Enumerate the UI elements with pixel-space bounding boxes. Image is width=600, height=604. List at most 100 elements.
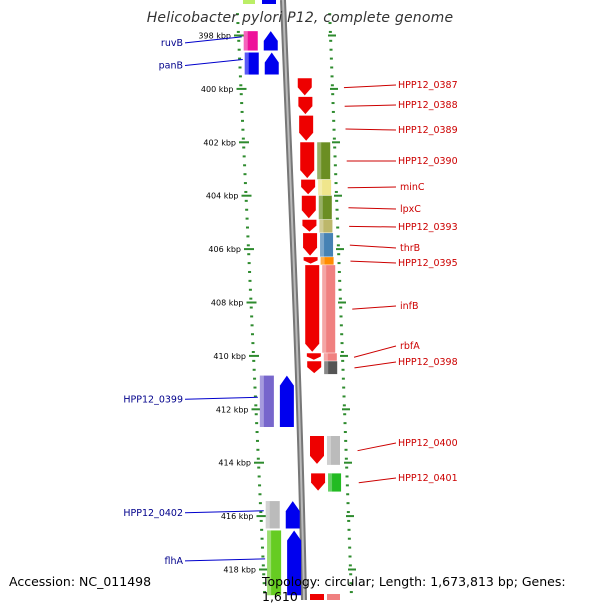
ruler-dot-left bbox=[252, 360, 255, 362]
ruler-dot-right bbox=[333, 138, 336, 140]
ruler-dot-right bbox=[335, 191, 338, 193]
ruler-dot-left bbox=[248, 280, 251, 282]
gene-leader-left bbox=[185, 60, 243, 66]
gene-label-HPP12_0388: HPP12_0388 bbox=[398, 100, 458, 111]
gene-label-HPP12_0400: HPP12_0400 bbox=[398, 438, 458, 449]
ruler-dot-right bbox=[340, 315, 343, 317]
ruler-dot-right bbox=[334, 164, 337, 166]
ruler-dot-left bbox=[242, 138, 245, 140]
ruler-dot-right bbox=[344, 440, 347, 442]
ruler-dot-right bbox=[345, 458, 348, 460]
gene-track-shade bbox=[321, 257, 325, 265]
ruler-dot-right bbox=[342, 378, 345, 380]
ruler-dot-left bbox=[258, 475, 261, 477]
ruler-dot-right bbox=[338, 271, 341, 273]
gene-track-shade bbox=[327, 436, 331, 465]
ruler-dot-left bbox=[258, 484, 261, 486]
ruler-dot-left bbox=[248, 262, 251, 264]
ruler-dot-left bbox=[250, 307, 253, 309]
ruler-dot-left bbox=[254, 404, 257, 406]
gene-leader-right bbox=[349, 226, 396, 227]
gene-leader-right bbox=[352, 306, 396, 309]
ruler-dot-right bbox=[333, 129, 336, 131]
gene-leader-right bbox=[359, 478, 396, 483]
ruler-dot-left bbox=[255, 422, 258, 424]
ruler-dot-right bbox=[338, 280, 341, 282]
gene-arrow-minus bbox=[305, 265, 319, 352]
tick-label: 408 kbp bbox=[211, 299, 244, 308]
ruler-dot-right bbox=[341, 360, 344, 362]
ruler-dot-left bbox=[253, 387, 256, 389]
ruler-dot-left bbox=[246, 227, 249, 229]
ruler-dot-left bbox=[240, 102, 243, 104]
ruler-dot-left bbox=[243, 173, 246, 175]
ruler-dot-left bbox=[239, 84, 242, 86]
gene-leader-right bbox=[345, 105, 396, 106]
gene-leader-right bbox=[344, 85, 396, 88]
gene-leader-right bbox=[350, 261, 396, 263]
ruler-dot-right bbox=[336, 218, 339, 220]
ruler-dot-left bbox=[246, 235, 249, 237]
ruler-dot-right bbox=[347, 511, 350, 513]
ruler-dot-right bbox=[332, 120, 335, 122]
ruler-dot-left bbox=[251, 342, 254, 344]
accession-label: Accession: NC_011498 bbox=[9, 574, 151, 589]
ruler-dot-right bbox=[348, 547, 351, 549]
ruler-dot-right bbox=[343, 413, 346, 415]
ruler-dot-right bbox=[345, 467, 348, 469]
ruler-dot-left bbox=[260, 529, 263, 531]
gene-leader-left bbox=[185, 559, 265, 561]
gene-label-HPP12_0402: HPP12_0402 bbox=[123, 508, 183, 519]
ruler-dot-right bbox=[342, 369, 345, 371]
ruler-dot-right bbox=[340, 324, 343, 326]
gene-arrow-plus bbox=[262, 0, 276, 4]
ruler-dot-left bbox=[256, 431, 259, 433]
ruler-dot-right bbox=[347, 520, 350, 522]
tick-label: 400 kbp bbox=[201, 85, 234, 94]
ruler-dot-left bbox=[238, 66, 241, 68]
gene-leader-right bbox=[346, 129, 397, 130]
gene-track-shade bbox=[244, 31, 248, 50]
ruler-dot-right bbox=[336, 227, 339, 229]
gene-leader-right bbox=[354, 346, 396, 357]
gene-label-infB: infB bbox=[400, 301, 419, 312]
ruler-dot-right bbox=[336, 209, 339, 211]
ruler-dot-left bbox=[256, 440, 259, 442]
ruler-dot-left bbox=[245, 209, 248, 211]
ruler-dot-right bbox=[335, 182, 338, 184]
ruler-dot-left bbox=[256, 449, 259, 451]
ruler-dot-left bbox=[237, 40, 240, 42]
ruler-dot-right bbox=[347, 502, 350, 504]
tick-label: 418 kbp bbox=[223, 566, 256, 575]
gene-leader-right bbox=[348, 208, 396, 209]
ruler-dot-left bbox=[241, 111, 244, 113]
genome-title: Helicobacter pylori P12, complete genome bbox=[0, 10, 600, 26]
ruler-dot-left bbox=[253, 378, 256, 380]
ruler-dot-right bbox=[330, 66, 333, 68]
gene-label-HPP12_0387: HPP12_0387 bbox=[398, 80, 458, 91]
ruler-dot-left bbox=[249, 298, 252, 300]
ruler-dot-left bbox=[243, 155, 246, 157]
ruler-dot-right bbox=[343, 395, 346, 397]
ruler-dot-right bbox=[343, 404, 346, 406]
gene-track-shade bbox=[266, 501, 270, 528]
ruler-dot-right bbox=[348, 529, 351, 531]
ruler-dot-right bbox=[346, 475, 349, 477]
ruler-dot-right bbox=[345, 449, 348, 451]
ruler-dot-right bbox=[344, 431, 347, 433]
ruler-dot-left bbox=[261, 555, 264, 557]
gene-track-shade bbox=[320, 233, 324, 257]
tick-label: 398 kbp bbox=[198, 32, 231, 41]
gene-leader-right bbox=[358, 443, 396, 451]
ruler-dot-right bbox=[332, 102, 335, 104]
ruler-dot-right bbox=[346, 484, 349, 486]
ruler-dot-right bbox=[338, 262, 341, 264]
gene-track-shade bbox=[260, 376, 264, 427]
gene-label-HPP12_0393: HPP12_0393 bbox=[398, 222, 458, 233]
ruler-dot-left bbox=[251, 333, 254, 335]
ruler-dot-right bbox=[341, 342, 344, 344]
tick-label: 404 kbp bbox=[206, 192, 239, 201]
ruler-dot-left bbox=[246, 218, 249, 220]
ruler-dot-right bbox=[337, 244, 340, 246]
gene-track-shade bbox=[245, 53, 249, 75]
